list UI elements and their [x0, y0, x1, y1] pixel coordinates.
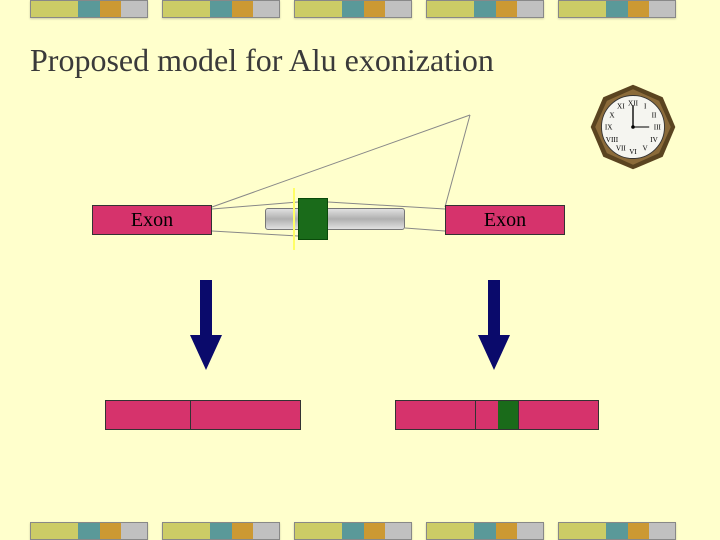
result-transcript-right: [395, 400, 599, 430]
arrow-down-left: [190, 280, 222, 370]
alu-tube: [265, 208, 405, 230]
slide-title: Proposed model for Alu exonization: [30, 42, 494, 79]
svg-text:XI: XI: [617, 103, 625, 111]
exon-left-label: Exon: [131, 209, 173, 232]
svg-text:III: III: [654, 124, 662, 132]
alu-exon-green: [298, 198, 328, 240]
svg-text:X: X: [609, 112, 615, 120]
decorative-bottom-border: [0, 522, 720, 540]
svg-text:V: V: [643, 145, 649, 153]
exon-right-label: Exon: [484, 209, 526, 232]
splice-site-marker: [293, 188, 295, 250]
arrow-down-right: [478, 280, 510, 370]
svg-text:IV: IV: [650, 136, 658, 144]
svg-text:VIII: VIII: [606, 136, 619, 144]
decorative-top-border: [0, 0, 720, 18]
clock-icon: XIIIIIIIIIVVVIVIIVIIIIXXXI: [588, 82, 678, 172]
svg-text:II: II: [652, 112, 657, 120]
result-transcript-left: [105, 400, 301, 430]
svg-text:VII: VII: [616, 145, 627, 153]
svg-text:VI: VI: [629, 148, 637, 156]
exon-left: Exon: [92, 205, 212, 235]
exon-right: Exon: [445, 205, 565, 235]
splice-lines: [0, 0, 720, 540]
svg-text:IX: IX: [605, 124, 613, 132]
